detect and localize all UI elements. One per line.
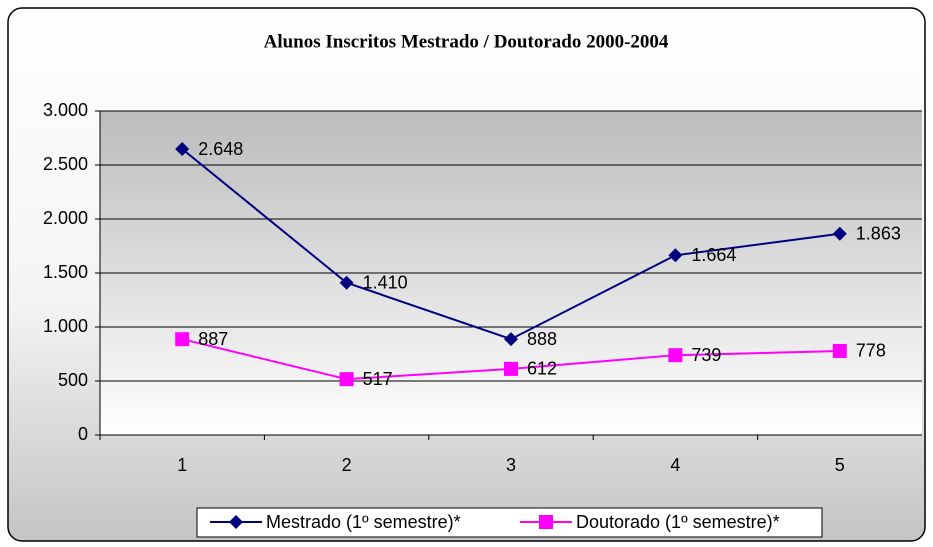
data-label: 1.410 <box>363 272 408 292</box>
y-tick-label: 2.500 <box>43 154 88 174</box>
y-tick-label: 3.000 <box>43 100 88 120</box>
data-label: 888 <box>527 329 557 349</box>
y-tick-label: 2.000 <box>43 208 88 228</box>
chart-title: Alunos Inscritos Mestrado / Doutorado 20… <box>264 31 669 52</box>
y-tick-label: 500 <box>58 370 88 390</box>
y-tick-label: 0 <box>78 424 88 444</box>
marker <box>229 515 243 529</box>
x-tick-label: 2 <box>342 455 352 475</box>
data-label: 517 <box>363 369 393 389</box>
x-tick-label: 3 <box>506 455 516 475</box>
marker <box>339 372 354 387</box>
legend-label: Mestrado (1º semestre)* <box>266 512 461 532</box>
y-tick-label: 1.500 <box>43 262 88 282</box>
data-label: 1.664 <box>691 245 736 265</box>
data-label: 739 <box>691 345 721 365</box>
data-label: 887 <box>198 329 228 349</box>
marker <box>504 332 518 347</box>
marker <box>832 226 847 241</box>
marker <box>832 343 847 358</box>
data-label: 778 <box>856 341 886 361</box>
y-tick-label: 1.000 <box>43 316 88 336</box>
marker <box>539 515 553 529</box>
x-tick-label: 1 <box>177 455 187 475</box>
marker <box>504 361 518 376</box>
marker <box>668 248 683 263</box>
marker <box>175 332 190 347</box>
legend <box>196 507 823 538</box>
marker <box>339 275 354 290</box>
data-label: 1.863 <box>856 224 901 244</box>
data-label: 612 <box>527 359 557 379</box>
marker <box>175 142 190 157</box>
marker <box>668 348 683 363</box>
legend-label: Doutorado (1º semestre)* <box>576 512 780 532</box>
data-label: 2.648 <box>198 139 243 159</box>
x-tick-label: 5 <box>835 455 845 475</box>
x-tick-label: 4 <box>670 455 680 475</box>
